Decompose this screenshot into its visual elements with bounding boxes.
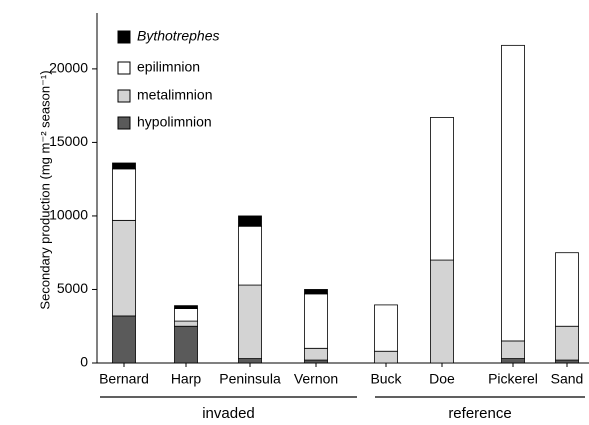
- bar-segment: [112, 219, 136, 317]
- bar-segment: [112, 162, 136, 170]
- bar-segment: [238, 284, 262, 359]
- bar-segment: [238, 215, 262, 227]
- legend-label: hypolimnion: [137, 114, 212, 130]
- bar-segment: [501, 358, 525, 364]
- legend-label: epilimnion: [137, 59, 200, 75]
- y-tick-label: 10000: [49, 207, 88, 223]
- y-tick-label: 0: [80, 354, 88, 370]
- bar-segment: [555, 325, 579, 361]
- x-tick-label: Buck: [370, 371, 402, 387]
- group-label: reference: [448, 405, 511, 422]
- bar-segment: [174, 325, 198, 364]
- bar-segment: [374, 350, 398, 364]
- x-tick-label: Sand: [551, 371, 584, 387]
- legend-swatch: [117, 89, 131, 103]
- x-tick-label: Vernon: [294, 371, 338, 387]
- x-tick-label: Doe: [429, 371, 455, 387]
- bar-segment: [304, 289, 328, 295]
- bar-segment: [374, 304, 398, 352]
- legend-label: Bythotrephes: [137, 28, 220, 44]
- y-tick-label: 15000: [49, 133, 88, 149]
- legend-label: metalimnion: [137, 87, 212, 103]
- bar-segment: [238, 358, 262, 364]
- bar-segment: [501, 340, 525, 359]
- bar-segment: [555, 252, 579, 327]
- x-tick-label: Bernard: [99, 371, 149, 387]
- bar-segment: [112, 168, 136, 221]
- legend-swatch: [117, 61, 131, 75]
- bar-segment: [555, 359, 579, 364]
- bar-segment: [304, 293, 328, 349]
- bar-segment: [304, 359, 328, 364]
- legend-swatch: [117, 30, 131, 44]
- bar-segment: [174, 320, 198, 327]
- bar-segment: [430, 117, 454, 261]
- bar-segment: [501, 44, 525, 342]
- x-tick-label: Harp: [171, 371, 202, 387]
- y-axis-label: Secondary production (mg m⁻² season⁻¹): [37, 70, 52, 309]
- bar-segment: [430, 259, 454, 364]
- x-tick-label: Peninsula: [219, 371, 281, 387]
- group-label: invaded: [202, 405, 255, 422]
- bar-segment: [304, 347, 328, 361]
- y-tick-label: 5000: [57, 280, 88, 296]
- y-tick-label: 20000: [49, 60, 88, 76]
- bar-segment: [174, 308, 198, 322]
- bar-segment: [238, 225, 262, 286]
- bar-segment: [174, 305, 198, 309]
- bar-segment: [112, 315, 136, 364]
- x-tick-label: Pickerel: [488, 371, 538, 387]
- legend-swatch: [117, 116, 131, 130]
